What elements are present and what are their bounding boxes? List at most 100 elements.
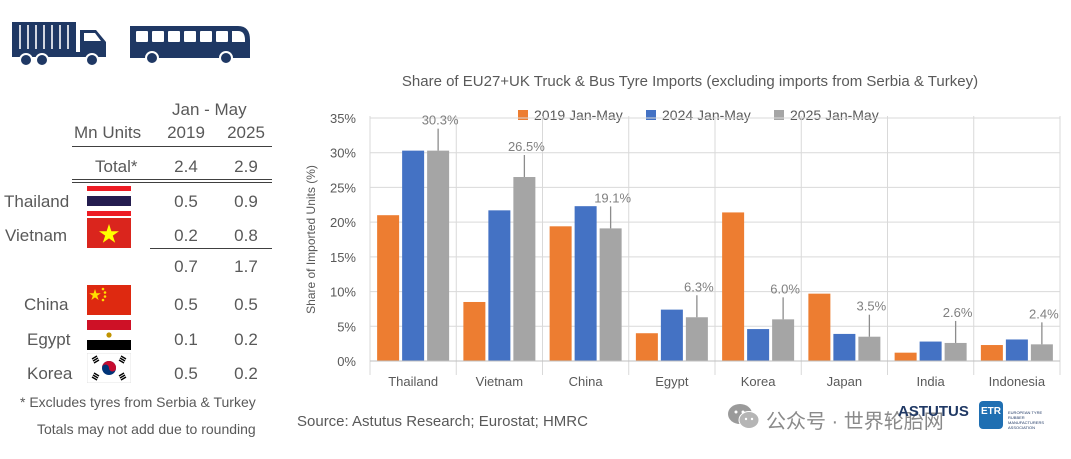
bar-vietnam-2 — [513, 177, 536, 361]
bar-vietnam-0 — [463, 301, 486, 361]
data-label-egypt: 6.3% — [684, 279, 714, 294]
legend-label-2: 2025 Jan-May — [790, 107, 879, 123]
etrma-logo-text: ETR — [981, 406, 1001, 417]
y-tick-label-10: 10% — [330, 285, 356, 300]
bar-india-2 — [944, 342, 967, 361]
x-tick-label-china: China — [569, 374, 604, 389]
bar-india-0 — [894, 352, 917, 361]
legend-swatch-0 — [518, 110, 528, 120]
bar-thailand-1 — [402, 150, 425, 361]
data-label-india: 2.6% — [943, 305, 973, 320]
total-double-rule-top — [72, 179, 272, 180]
bar-indonesia-2 — [1030, 344, 1053, 361]
x-tick-label-vietnam: Vietnam — [476, 374, 523, 389]
source-note: Source: Astutus Research; Eurostat; HMRC — [297, 413, 588, 430]
bar-china-0 — [549, 226, 572, 361]
chart-title: Share of EU27+UK Truck & Bus Tyre Import… — [402, 73, 978, 90]
row-thailand-2019: 0.5 — [174, 192, 198, 211]
bar-thailand-2 — [427, 150, 450, 361]
row-china-2019: 0.5 — [174, 295, 198, 314]
row-korea-2019: 0.5 — [174, 364, 198, 383]
astutus-logo: ASTUTUS — [898, 403, 969, 420]
y-tick-label-35: 35% — [330, 111, 356, 126]
x-tick-label-india: India — [917, 374, 946, 389]
table-header-period: Jan - May — [172, 100, 247, 119]
x-tick-label-korea: Korea — [741, 374, 776, 389]
legend-label-1: 2024 Jan-May — [662, 107, 751, 123]
bar-korea-2 — [772, 319, 795, 361]
y-tick-label-30: 30% — [330, 146, 356, 161]
row-china-label: China — [24, 295, 69, 314]
legend-swatch-2 — [774, 110, 784, 120]
bar-japan-1 — [833, 333, 856, 361]
egypt-flag-icon — [87, 320, 131, 350]
legend-label-0: 2019 Jan-May — [534, 107, 623, 123]
data-label-vietnam: 26.5% — [508, 139, 545, 154]
total-double-rule-bottom — [72, 182, 272, 183]
truck-icon — [12, 22, 106, 67]
row-egypt-2025: 0.2 — [234, 330, 258, 349]
data-label-korea: 6.0% — [770, 281, 800, 296]
bar-vietnam-1 — [488, 210, 511, 361]
bar-china-1 — [574, 206, 597, 361]
y-axis-label: Share of Imported Units (%) — [304, 165, 318, 314]
table-header-2025: 2025 — [227, 123, 265, 142]
bar-korea-0 — [722, 212, 745, 361]
bar-thailand-0 — [377, 215, 400, 361]
row-egypt-label: Egypt — [27, 330, 71, 349]
row-china-2025: 0.5 — [234, 295, 258, 314]
subtotal-rule — [150, 248, 272, 249]
x-tick-label-indonesia: Indonesia — [989, 374, 1046, 389]
table-header-units: Mn Units — [74, 123, 142, 142]
row-egypt-2019: 0.1 — [174, 330, 198, 349]
etrma-logo-subtext: EUROPEAN TYRE RUBBER MANUFACTURERS ASSOC… — [1008, 410, 1045, 430]
row-thailand-label: Thailand — [4, 192, 70, 211]
bar-india-1 — [919, 341, 942, 361]
subtotal-2019: 0.7 — [174, 257, 198, 276]
footnote-excludes: * Excludes tyres from Serbia & Turkey — [20, 394, 256, 410]
y-tick-label-5: 5% — [337, 319, 356, 334]
data-label-china: 19.1% — [594, 190, 631, 205]
y-tick-label-20: 20% — [330, 215, 356, 230]
data-label-indonesia: 2.4% — [1029, 306, 1059, 321]
bar-japan-0 — [808, 293, 831, 361]
china-flag-icon — [87, 285, 131, 315]
total-label: Total* — [95, 157, 138, 176]
row-vietnam-2025: 0.8 — [234, 226, 258, 245]
y-tick-label-0: 0% — [337, 354, 356, 369]
table-header-2019: 2019 — [167, 123, 205, 142]
vietnam-flag-icon — [87, 218, 131, 248]
subtotal-2025: 1.7 — [234, 257, 258, 276]
x-tick-label-japan: Japan — [827, 374, 862, 389]
bar-egypt-1 — [660, 309, 683, 361]
bar-egypt-0 — [635, 333, 658, 361]
total-2025: 2.9 — [234, 157, 258, 176]
wechat-icon — [728, 404, 760, 429]
row-thailand-2025: 0.9 — [234, 192, 258, 211]
row-korea-label: Korea — [27, 364, 73, 383]
data-label-thailand: 30.3% — [422, 113, 459, 128]
bar-china-2 — [599, 228, 622, 361]
row-vietnam-2019: 0.2 — [174, 226, 198, 245]
total-2019: 2.4 — [174, 157, 198, 176]
row-vietnam-label: Vietnam — [5, 226, 68, 245]
table-header-rule — [72, 146, 272, 147]
bus-icon — [130, 26, 250, 65]
data-label-japan: 3.5% — [857, 299, 887, 314]
legend-swatch-1 — [646, 110, 656, 120]
thailand-flag-icon — [87, 186, 131, 216]
bar-chart: Share of EU27+UK Truck & Bus Tyre Import… — [304, 73, 1061, 389]
bar-egypt-2 — [685, 317, 708, 361]
x-tick-label-egypt: Egypt — [655, 374, 689, 389]
bar-indonesia-1 — [1005, 339, 1028, 361]
y-tick-label-15: 15% — [330, 250, 356, 265]
x-tick-label-thailand: Thailand — [388, 374, 438, 389]
bar-korea-1 — [747, 329, 770, 361]
bar-japan-2 — [858, 336, 881, 361]
etrma-logo — [979, 401, 1003, 429]
y-tick-label-25: 25% — [330, 180, 356, 195]
row-korea-2025: 0.2 — [234, 364, 258, 383]
footnote-rounding: Totals may not add due to rounding — [37, 421, 256, 437]
korea-flag-icon — [87, 353, 131, 383]
watermark-text: 公众号 · 世界轮胎网 — [766, 411, 944, 433]
